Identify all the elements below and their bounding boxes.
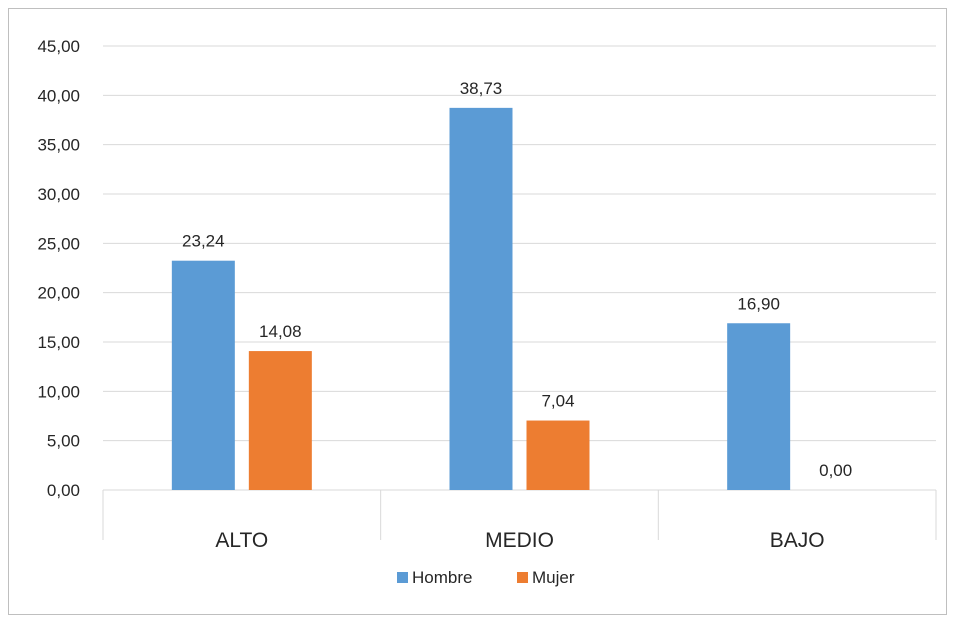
y-tick-label: 30,00	[37, 185, 80, 204]
category-label: BAJO	[770, 529, 825, 552]
y-tick-label: 0,00	[47, 481, 80, 500]
category-label: ALTO	[215, 529, 268, 552]
bar-hombre-medio	[449, 107, 513, 490]
y-tick-label: 15,00	[37, 333, 80, 352]
y-tick-label: 5,00	[47, 432, 80, 451]
bar-mujer-alto	[248, 351, 312, 490]
data-label: 38,73	[460, 79, 503, 98]
data-label: 23,24	[182, 232, 225, 251]
data-label: 0,00	[819, 461, 852, 480]
y-tick-label: 20,00	[37, 284, 80, 303]
legend-swatch-mujer	[517, 572, 528, 583]
data-label: 16,90	[737, 294, 780, 313]
data-label: 14,08	[259, 322, 302, 341]
data-label: 7,04	[541, 392, 574, 411]
y-tick-label: 10,00	[37, 382, 80, 401]
bar-hombre-alto	[171, 260, 235, 490]
y-tick-label: 35,00	[37, 136, 80, 155]
y-tick-label: 40,00	[37, 86, 80, 105]
legend-swatch-hombre	[397, 572, 408, 583]
y-tick-label: 45,00	[37, 37, 80, 56]
legend-label: Hombre	[412, 568, 472, 587]
bar-hombre-bajo	[727, 323, 791, 490]
category-label: MEDIO	[485, 529, 554, 552]
bar-mujer-medio	[526, 420, 590, 490]
legend-label: Mujer	[532, 568, 575, 587]
y-tick-label: 25,00	[37, 234, 80, 253]
